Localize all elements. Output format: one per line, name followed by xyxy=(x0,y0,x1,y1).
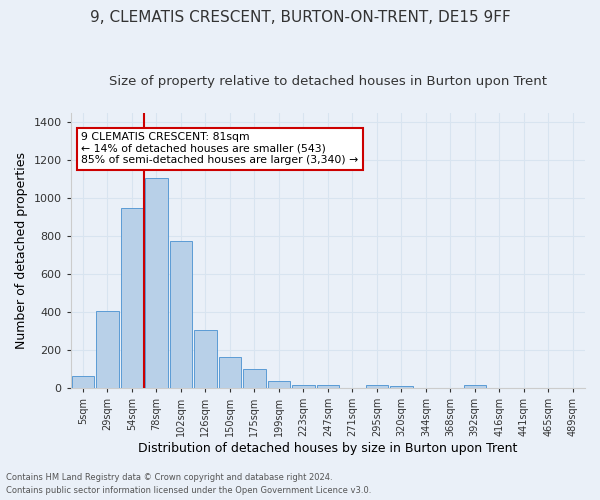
Bar xyxy=(218,356,241,388)
Bar xyxy=(268,382,290,388)
Bar xyxy=(317,385,339,388)
Bar xyxy=(170,241,192,388)
Bar xyxy=(464,385,486,388)
Bar xyxy=(145,178,167,388)
Bar xyxy=(243,369,266,388)
Text: 9 CLEMATIS CRESCENT: 81sqm
← 14% of detached houses are smaller (543)
85% of sem: 9 CLEMATIS CRESCENT: 81sqm ← 14% of deta… xyxy=(81,132,358,165)
X-axis label: Distribution of detached houses by size in Burton upon Trent: Distribution of detached houses by size … xyxy=(138,442,518,455)
Text: 9, CLEMATIS CRESCENT, BURTON-ON-TRENT, DE15 9FF: 9, CLEMATIS CRESCENT, BURTON-ON-TRENT, D… xyxy=(89,10,511,25)
Y-axis label: Number of detached properties: Number of detached properties xyxy=(15,152,28,349)
Bar xyxy=(390,386,413,388)
Bar xyxy=(365,385,388,388)
Text: Contains HM Land Registry data © Crown copyright and database right 2024.
Contai: Contains HM Land Registry data © Crown c… xyxy=(6,474,371,495)
Bar xyxy=(96,311,119,388)
Bar xyxy=(71,376,94,388)
Title: Size of property relative to detached houses in Burton upon Trent: Size of property relative to detached ho… xyxy=(109,75,547,88)
Bar xyxy=(194,330,217,388)
Bar xyxy=(121,208,143,388)
Bar xyxy=(292,385,314,388)
